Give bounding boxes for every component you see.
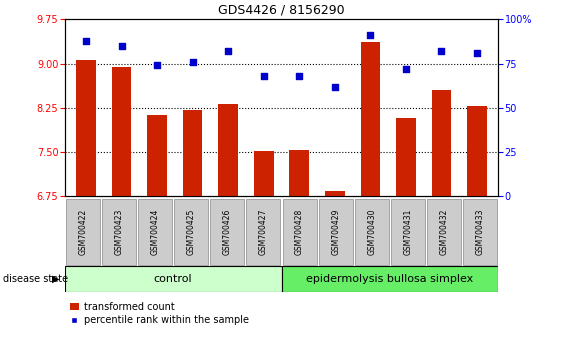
Text: GSM700430: GSM700430 — [367, 209, 376, 255]
Text: GSM700424: GSM700424 — [150, 209, 159, 255]
Title: GDS4426 / 8156290: GDS4426 / 8156290 — [218, 4, 345, 17]
Point — [366, 33, 375, 38]
Bar — [254, 151, 274, 196]
Bar — [325, 190, 345, 196]
Bar — [138, 199, 172, 265]
Bar — [463, 199, 497, 265]
Point — [82, 38, 91, 44]
Text: GSM700425: GSM700425 — [187, 209, 196, 255]
Text: GSM700428: GSM700428 — [295, 209, 304, 255]
Bar — [148, 115, 167, 196]
Text: GSM700429: GSM700429 — [331, 209, 340, 255]
Bar — [218, 104, 238, 196]
Bar — [427, 199, 461, 265]
Bar — [396, 118, 415, 196]
Bar — [102, 199, 136, 265]
Bar — [183, 110, 203, 196]
Text: epidermolysis bullosa simplex: epidermolysis bullosa simplex — [306, 274, 473, 284]
Text: ▶: ▶ — [52, 274, 59, 284]
Bar — [174, 199, 208, 265]
Bar — [65, 266, 282, 292]
Bar — [66, 199, 100, 265]
Point — [117, 43, 126, 49]
Text: GSM700427: GSM700427 — [259, 209, 268, 255]
Bar — [283, 199, 316, 265]
Point — [401, 66, 410, 72]
Point — [224, 48, 233, 54]
Point — [472, 50, 481, 56]
Point — [330, 84, 339, 90]
Bar — [467, 106, 486, 196]
Text: GSM700431: GSM700431 — [404, 209, 413, 255]
Bar — [289, 150, 309, 196]
Bar — [360, 42, 380, 196]
Legend: transformed count, percentile rank within the sample: transformed count, percentile rank withi… — [70, 302, 249, 325]
Text: GSM700423: GSM700423 — [114, 209, 123, 255]
Text: GSM700432: GSM700432 — [440, 209, 449, 255]
Text: disease state: disease state — [3, 274, 68, 284]
Text: GSM700422: GSM700422 — [78, 209, 87, 255]
Point — [153, 63, 162, 68]
Bar — [77, 59, 96, 196]
Bar — [319, 199, 352, 265]
Bar — [432, 90, 451, 196]
Text: GSM700433: GSM700433 — [476, 209, 485, 255]
Text: control: control — [154, 274, 193, 284]
Bar — [247, 199, 280, 265]
Point — [295, 73, 304, 79]
Bar — [355, 199, 389, 265]
Bar — [211, 199, 244, 265]
Text: GSM700426: GSM700426 — [223, 209, 232, 255]
Point — [437, 48, 446, 54]
Bar — [112, 67, 131, 196]
Bar — [282, 266, 498, 292]
Bar — [391, 199, 425, 265]
Point — [188, 59, 197, 65]
Point — [259, 73, 268, 79]
